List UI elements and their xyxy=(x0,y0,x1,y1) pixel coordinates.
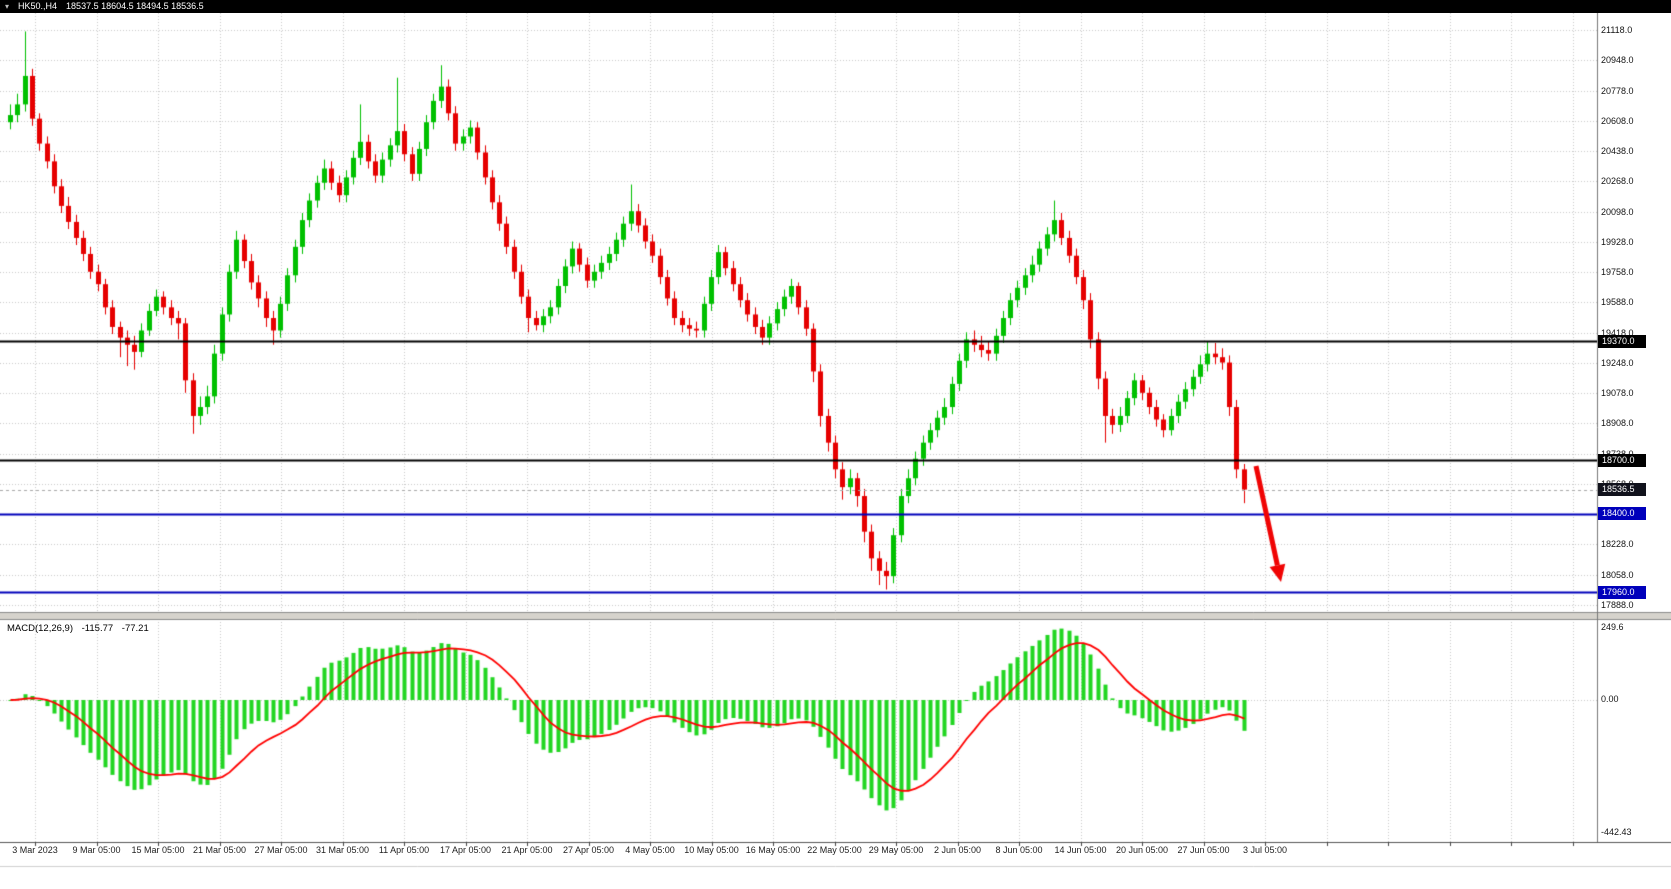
time-tick-label: 15 Mar 05:00 xyxy=(131,845,185,855)
chart-dropdown-icon: ▾ xyxy=(5,2,10,11)
time-tick-label: 10 May 05:00 xyxy=(684,845,739,855)
price-tick-label: 19248.0 xyxy=(1601,357,1634,368)
time-tick-label: 29 May 05:00 xyxy=(868,845,924,855)
support-18700-price-tag: 18700.0 xyxy=(1598,453,1646,467)
time-axis[interactable]: 3 Mar 2023 9 Mar 05:00 15 Mar 05:00 21 Mar … xyxy=(0,845,1597,859)
price-tick-label: 18058.0 xyxy=(1601,569,1634,580)
time-tick-label: 3 Jul 05:00 xyxy=(1242,845,1288,855)
current-price-price-tag: 18536.5 xyxy=(1598,483,1646,497)
price-tick-label: 18738.0 xyxy=(1601,449,1634,459)
resistance-19370-price-tag: 19370.0 xyxy=(1598,334,1646,348)
price-tick-label: 19588.0 xyxy=(1601,297,1634,308)
macd-signal-value: -77.21 xyxy=(121,623,149,634)
time-tick-label: 21 Mar 05:00 xyxy=(192,845,247,855)
macd-axis-min-label: -442.43 xyxy=(1601,827,1632,837)
time-tick-label: 22 May 05:00 xyxy=(807,845,862,855)
support-18400-price-tag: 18400.0 xyxy=(1598,507,1646,521)
price-tick-label: 19078.0 xyxy=(1601,388,1634,399)
price-tick-label: 21118.0 xyxy=(1601,25,1633,35)
time-tick-label: 20 Jun 05:00 xyxy=(1115,845,1169,855)
time-tick-label: 14 Jun 05:00 xyxy=(1054,845,1107,855)
time-tick-label: 2 Jun 05:00 xyxy=(933,845,982,855)
price-tick-label: 18228.0 xyxy=(1601,539,1634,550)
time-tick-label: 3 Mar 2023 xyxy=(12,845,58,855)
price-tick-label: 19418.0 xyxy=(1601,327,1634,338)
price-tick-label: 20438.0 xyxy=(1601,146,1634,157)
symbol-period-label: HK50.,H4 xyxy=(18,1,58,11)
target-17960-price-tag: 17960.0 xyxy=(1598,585,1646,599)
price-tick-label: 20268.0 xyxy=(1601,176,1634,187)
time-tick-label: 16 May 05:00 xyxy=(745,845,801,855)
price-tick-label: 20098.0 xyxy=(1601,206,1634,217)
time-tick-label: 21 Apr 05:00 xyxy=(501,845,553,855)
time-tick-label: 27 Apr 05:00 xyxy=(562,845,615,855)
macd-axis-max-label: 249.6 xyxy=(1601,622,1624,632)
time-tick-label: 8 Jun 05:00 xyxy=(995,845,1043,855)
macd-name-label: MACD(12,26,9) xyxy=(7,623,73,634)
price-level-tags: 19370.0 18700.0 18536.5 18400.0 17960.0 xyxy=(1598,0,1670,889)
price-tick-label: 19758.0 xyxy=(1601,267,1634,278)
macd-indicator-label: MACD(12,26,9) -115.77 -77.21 xyxy=(7,623,155,634)
time-tick-label: 9 Mar 05:00 xyxy=(72,845,121,855)
price-tick-label: 20608.0 xyxy=(1601,115,1634,126)
price-tick-label: 17888.0 xyxy=(1601,600,1634,610)
time-tick-label: 4 May 05:00 xyxy=(625,845,675,855)
macd-main-value: -115.77 xyxy=(81,623,114,634)
ohlc-values-label: 18537.5 18604.5 18494.5 18536.5 xyxy=(66,1,204,11)
time-tick-label: 17 Apr 05:00 xyxy=(439,845,492,855)
macd-axis-zero-label: 0.00 xyxy=(1601,694,1619,704)
price-tick-label: 20948.0 xyxy=(1601,55,1634,66)
time-tick-label: 27 Mar 05:00 xyxy=(254,845,308,855)
time-tick-label: 11 Apr 05:00 xyxy=(378,845,430,855)
time-tick-label: 27 Jun 05:00 xyxy=(1177,845,1230,855)
price-tick-label: 20778.0 xyxy=(1601,85,1634,96)
price-tick-label: 19928.0 xyxy=(1601,236,1634,247)
time-tick-label: 31 Mar 05:00 xyxy=(315,845,370,855)
price-tick-label: 18908.0 xyxy=(1601,418,1634,429)
chart-title-bar: ▾ HK50.,H4 18537.5 18604.5 18494.5 18536… xyxy=(0,0,1671,13)
